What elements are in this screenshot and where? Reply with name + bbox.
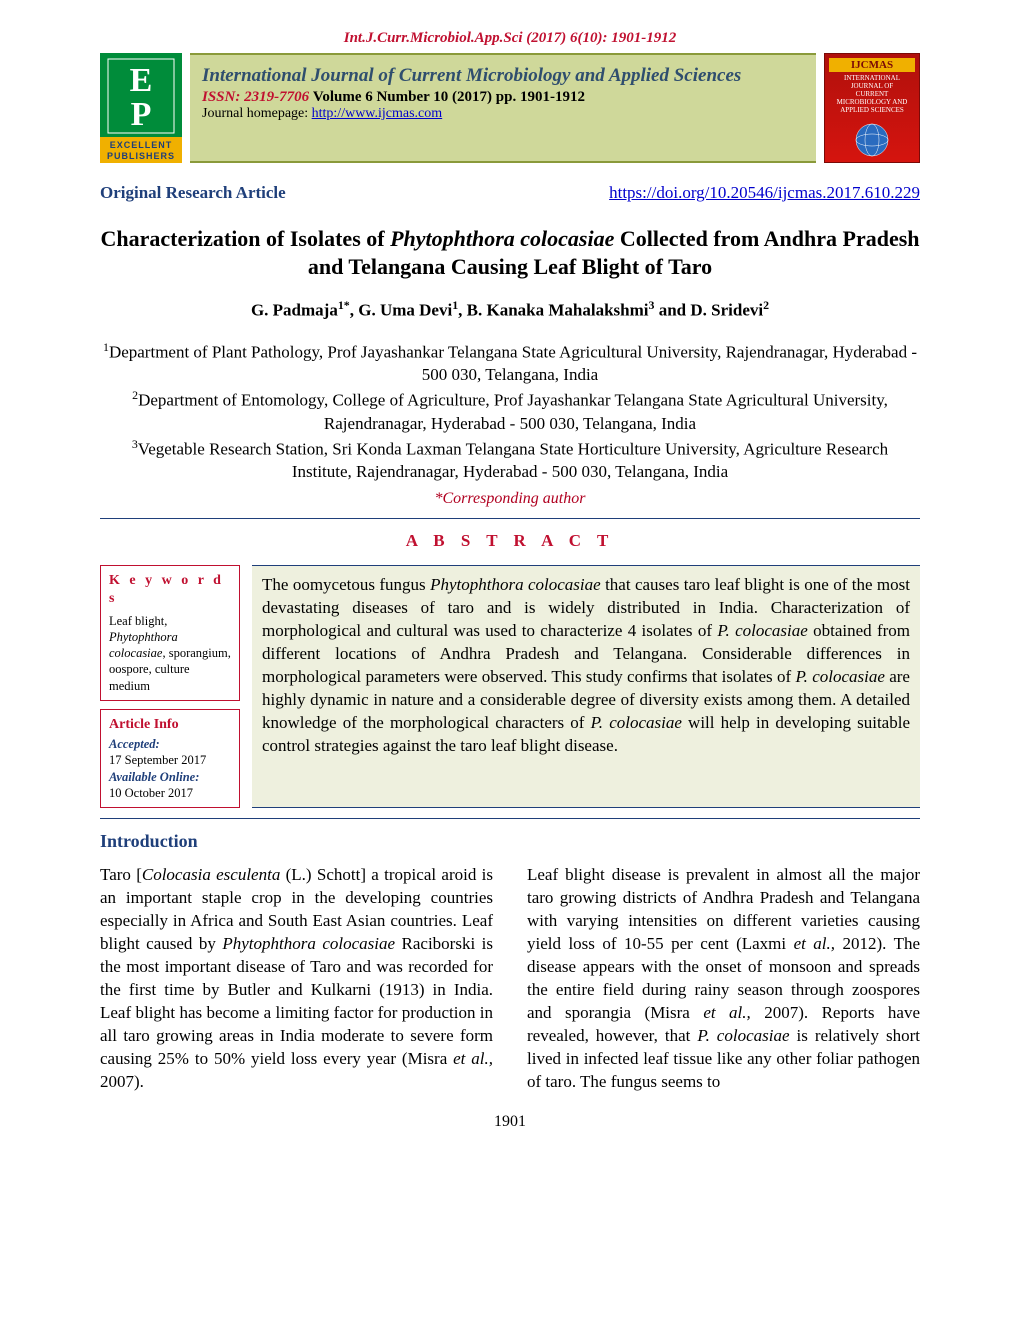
body-col-1: Taro [Colocasia esculenta (L.) Schott] a…: [100, 864, 493, 1093]
page-number: 1901: [100, 1113, 920, 1131]
body-col-2: Leaf blight disease is prevalent in almo…: [527, 864, 920, 1093]
affiliation-1: 1Department of Plant Pathology, Prof Jay…: [100, 339, 920, 388]
cover-sub2: CURRENT MICROBIOLOGY AND: [829, 90, 915, 106]
issn-line: ISSN: 2319-7706 Volume 6 Number 10 (2017…: [202, 89, 804, 106]
homepage-line: Journal homepage: http://www.ijcmas.com: [202, 106, 804, 122]
article-type: Original Research Article: [100, 183, 286, 203]
keywords-header: K e y w o r d s: [109, 572, 231, 608]
cover-sub1: INTERNATIONAL JOURNAL OF: [829, 74, 915, 90]
article-meta-row: Original Research Article https://doi.or…: [100, 183, 920, 203]
volume-issue: Volume 6 Number 10 (2017) pp. 1901-1912: [313, 89, 585, 105]
homepage-label: Journal homepage:: [202, 106, 312, 121]
divider-bottom: [100, 818, 920, 819]
globe-icon: [837, 120, 907, 160]
keywords-box: K e y w o r d s Leaf blight, Phytophthor…: [100, 565, 240, 701]
article-info-header: Article Info: [109, 716, 231, 734]
issn: ISSN: 2319-7706: [202, 89, 309, 105]
article-info-box: Article Info Accepted: 17 September 2017…: [100, 709, 240, 808]
keywords-list: Leaf blight, Phytophthora colocasiae, sp…: [109, 613, 231, 694]
svg-text:EXCELLENT: EXCELLENT: [110, 140, 173, 150]
doi-link[interactable]: https://doi.org/10.20546/ijcmas.2017.610…: [609, 183, 920, 203]
affiliations: 1Department of Plant Pathology, Prof Jay…: [100, 339, 920, 485]
cover-sub3: APPLIED SCIENCES: [829, 106, 915, 114]
title-pre: Characterization of Isolates of: [100, 226, 390, 251]
available-date: 10 October 2017: [109, 785, 231, 801]
svg-text:E: E: [130, 62, 153, 99]
title-italic: Phytophthora colocasiae: [390, 226, 614, 251]
available-label: Available Online:: [109, 769, 231, 785]
corresponding-author: *Corresponding author: [100, 490, 920, 508]
accepted-label: Accepted:: [109, 736, 231, 752]
journal-cover: IJCMAS INTERNATIONAL JOURNAL OF CURRENT …: [824, 53, 920, 163]
side-boxes: K e y w o r d s Leaf blight, Phytophthor…: [100, 565, 240, 808]
body-columns: Taro [Colocasia esculenta (L.) Schott] a…: [100, 864, 920, 1093]
abstract-header: A B S T R A C T: [100, 531, 920, 551]
introduction-header: Introduction: [100, 831, 920, 852]
svg-text:P: P: [131, 96, 152, 133]
abstract-text: The oomycetous fungus Phytophthora coloc…: [252, 565, 920, 808]
publisher-logo: E P EXCELLENT PUBLISHERS: [100, 53, 182, 163]
journal-name: International Journal of Current Microbi…: [202, 65, 804, 87]
page: Int.J.Curr.Microbiol.App.Sci (2017) 6(10…: [0, 0, 1020, 1171]
cover-title: IJCMAS: [829, 58, 915, 72]
authors: G. Padmaja1*, G. Uma Devi1, B. Kanaka Ma…: [100, 298, 920, 321]
header-citation: Int.J.Curr.Microbiol.App.Sci (2017) 6(10…: [100, 30, 920, 47]
article-title: Characterization of Isolates of Phytopht…: [100, 225, 920, 280]
header-row: E P EXCELLENT PUBLISHERS International J…: [100, 53, 920, 163]
accepted-date: 17 September 2017: [109, 752, 231, 768]
affiliation-3: 3Vegetable Research Station, Sri Konda L…: [100, 436, 920, 485]
divider-top: [100, 518, 920, 519]
journal-banner: International Journal of Current Microbi…: [190, 53, 816, 163]
homepage-link[interactable]: http://www.ijcmas.com: [312, 106, 443, 121]
affiliation-2: 2Department of Entomology, College of Ag…: [100, 387, 920, 436]
svg-text:PUBLISHERS: PUBLISHERS: [107, 151, 175, 161]
abstract-block: K e y w o r d s Leaf blight, Phytophthor…: [100, 565, 920, 808]
